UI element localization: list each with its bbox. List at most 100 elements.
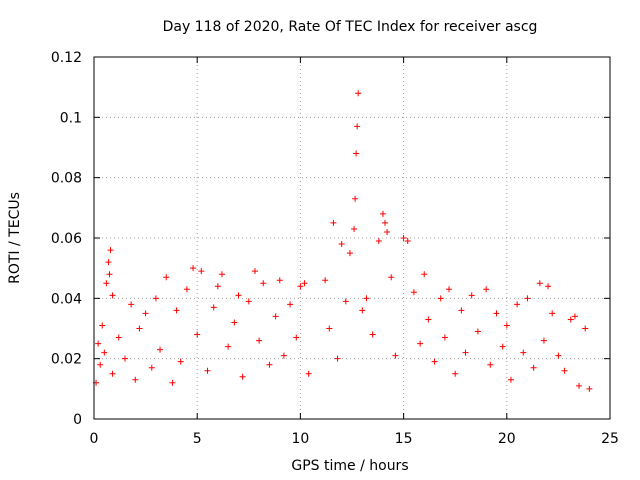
- data-point: [353, 150, 360, 157]
- data-point: [507, 376, 514, 383]
- data-point: [107, 247, 114, 254]
- data-point: [352, 195, 359, 202]
- data-point: [400, 235, 407, 241]
- y-tick-label: 0: [73, 412, 82, 428]
- data-point: [437, 295, 444, 302]
- x-tick-label: 5: [193, 431, 202, 447]
- data-point: [109, 292, 116, 299]
- data-point: [204, 367, 211, 374]
- data-point: [586, 385, 593, 392]
- data-point: [446, 286, 453, 293]
- data-point: [109, 370, 116, 377]
- data-point: [105, 259, 112, 266]
- data-point: [334, 355, 341, 362]
- data-point: [355, 90, 362, 97]
- data-point: [142, 310, 149, 317]
- data-point: [163, 274, 170, 281]
- y-tick-label: 0.08: [51, 171, 82, 187]
- data-point: [136, 325, 143, 332]
- data-points: [93, 90, 593, 392]
- y-tick-label: 0.12: [51, 50, 82, 66]
- chart-title: Day 118 of 2020, Rate Of TEC Index for r…: [163, 19, 538, 35]
- data-point: [148, 364, 155, 371]
- data-point: [177, 358, 184, 365]
- data-point: [369, 331, 376, 338]
- data-point: [431, 358, 438, 365]
- data-point: [468, 292, 475, 299]
- data-point: [132, 376, 139, 383]
- data-point: [276, 277, 283, 284]
- data-point: [287, 301, 294, 308]
- data-point: [173, 307, 180, 314]
- data-point: [210, 304, 217, 311]
- x-tick-label: 15: [395, 431, 413, 447]
- data-point: [231, 319, 238, 326]
- data-point: [342, 298, 349, 305]
- data-point: [379, 210, 386, 217]
- data-point: [297, 283, 304, 290]
- data-point: [458, 307, 465, 314]
- data-point: [571, 313, 578, 320]
- data-point: [549, 310, 556, 317]
- data-point: [359, 307, 366, 314]
- y-tick-label: 0.1: [60, 110, 82, 126]
- data-point: [375, 238, 382, 245]
- data-point: [245, 298, 252, 305]
- axis-ticks: [93, 56, 611, 420]
- data-point: [128, 301, 135, 308]
- data-point: [97, 361, 104, 368]
- data-point: [157, 346, 164, 353]
- data-point: [183, 286, 190, 293]
- data-point: [499, 343, 506, 350]
- data-point: [555, 352, 562, 359]
- data-point: [452, 370, 459, 377]
- data-point: [235, 292, 242, 299]
- data-point: [225, 343, 232, 350]
- data-point: [493, 310, 500, 317]
- data-point: [101, 349, 108, 356]
- data-point: [392, 352, 399, 359]
- data-point: [483, 286, 490, 293]
- data-point: [382, 219, 389, 226]
- data-point: [474, 328, 481, 335]
- y-tick-labels: 0 0.02 0.04 0.06 0.08 0.1 0.12: [51, 50, 82, 428]
- data-point: [256, 337, 263, 344]
- data-point: [293, 334, 300, 341]
- data-point: [251, 268, 258, 275]
- data-point: [567, 316, 574, 323]
- y-tick-label: 0.06: [51, 231, 82, 247]
- data-point: [301, 280, 308, 287]
- x-axis-label: GPS time / hours: [291, 458, 408, 474]
- data-point: [280, 352, 287, 359]
- data-point: [354, 123, 361, 130]
- data-point: [503, 322, 510, 329]
- data-point: [576, 382, 583, 389]
- data-point: [239, 373, 246, 380]
- data-point: [115, 334, 122, 341]
- data-point: [322, 277, 329, 284]
- data-point: [524, 295, 531, 302]
- plot-frame: [93, 56, 611, 420]
- y-tick-label: 0.02: [51, 352, 82, 368]
- data-point: [530, 364, 537, 371]
- data-point: [388, 274, 395, 281]
- data-point: [363, 295, 370, 302]
- y-axis-label: ROTI / TECUs: [7, 192, 23, 284]
- data-point: [462, 349, 469, 356]
- data-point: [194, 331, 201, 338]
- data-point: [425, 316, 432, 323]
- grid: [94, 57, 610, 419]
- data-point: [152, 295, 159, 302]
- data-point: [536, 280, 543, 287]
- data-point: [218, 271, 225, 278]
- data-point: [326, 325, 333, 332]
- y-tick-label: 0.04: [51, 291, 82, 307]
- data-point: [540, 337, 547, 344]
- data-point: [514, 301, 521, 308]
- data-point: [545, 283, 552, 290]
- data-point: [330, 219, 337, 226]
- data-point: [487, 361, 494, 368]
- data-point: [384, 228, 391, 235]
- data-point: [520, 349, 527, 356]
